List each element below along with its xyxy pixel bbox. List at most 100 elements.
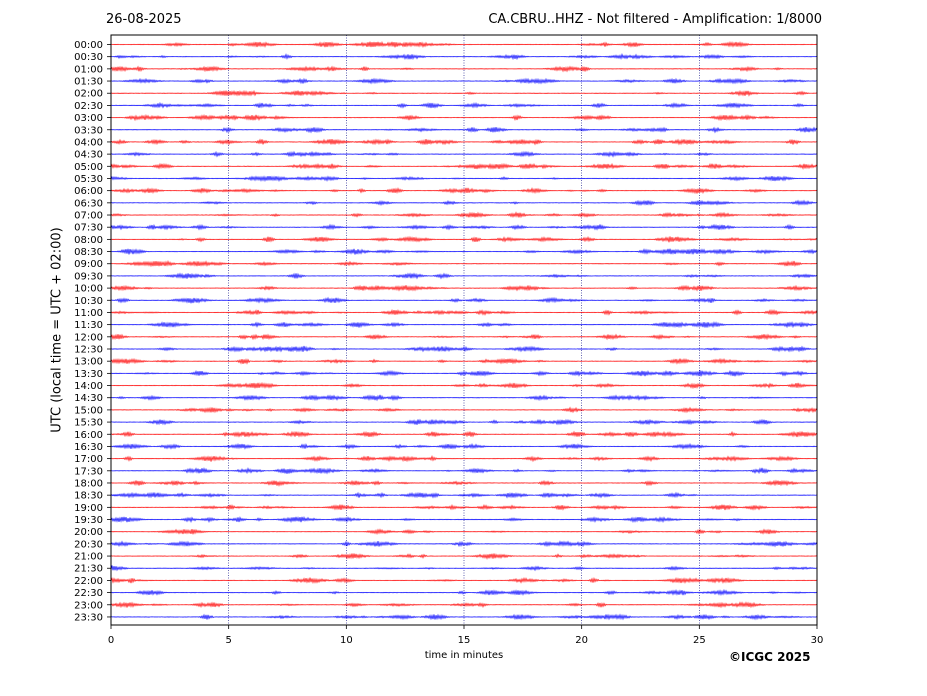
trace-row-1030: [110, 296, 818, 304]
trace-row-0530: [110, 175, 818, 183]
trace-row-0630: [110, 199, 818, 207]
row-label-1800: 18:00: [74, 478, 103, 489]
row-label-1900: 19:00: [74, 503, 103, 514]
row-label-0400: 04:00: [74, 137, 103, 148]
trace-row-0500: [110, 162, 818, 170]
trace-row-0700: [110, 211, 818, 219]
row-label-1530: 15:30: [74, 418, 103, 429]
row-label-2030: 20:30: [74, 539, 103, 550]
grid-layer: [228, 35, 700, 625]
trace-row-2300: [110, 601, 818, 609]
row-label-0000: 00:00: [74, 40, 103, 51]
trace-row-1200: [110, 333, 818, 341]
row-label-1600: 16:00: [74, 430, 103, 441]
row-label-1930: 19:30: [74, 515, 103, 526]
x-tick-label-30: 30: [811, 635, 824, 646]
row-label-1730: 17:30: [74, 466, 103, 477]
row-label-2100: 21:00: [74, 552, 103, 563]
trace-row-0330: [110, 126, 818, 134]
trace-row-1630: [110, 442, 818, 450]
trace-row-1400: [110, 381, 818, 390]
trace-row-2200: [110, 576, 818, 584]
trace-row-1000: [110, 284, 818, 292]
trace-row-2130: [110, 565, 818, 572]
row-label-0930: 09:30: [74, 271, 103, 282]
row-label-0800: 08:00: [74, 235, 103, 246]
row-label-0330: 03:30: [74, 125, 103, 136]
row-label-0700: 07:00: [74, 211, 103, 222]
trace-row-2000: [110, 528, 818, 536]
row-label-2330: 23:30: [74, 612, 103, 623]
row-label-2230: 22:30: [74, 588, 103, 599]
row-label-1200: 12:00: [74, 332, 103, 343]
row-label-1100: 11:00: [74, 308, 103, 319]
row-label-1300: 13:00: [74, 357, 103, 368]
trace-row-1130: [110, 321, 818, 329]
trace-row-0000: [110, 40, 818, 49]
row-label-0200: 02:00: [74, 89, 103, 100]
x-tick-label-10: 10: [340, 635, 353, 646]
x-axis-label: time in minutes: [424, 650, 504, 661]
row-label-0100: 01:00: [74, 64, 103, 75]
trace-row-1430: [110, 394, 818, 402]
row-label-1330: 13:30: [74, 369, 103, 380]
trace-row-0930: [110, 272, 818, 280]
x-tick-label-20: 20: [575, 635, 588, 646]
trace-row-1900: [110, 503, 818, 511]
trace-row-1930: [110, 516, 818, 524]
row-label-2300: 23:00: [74, 600, 103, 611]
trace-row-1500: [110, 406, 818, 414]
x-tick-label-25: 25: [693, 635, 706, 646]
x-tick-label-15: 15: [458, 635, 471, 646]
row-label-1230: 12:30: [74, 345, 103, 356]
trace-row-0730: [110, 223, 818, 231]
trace-row-0430: [110, 150, 818, 158]
row-label-1830: 18:30: [74, 491, 103, 502]
row-label-1500: 15:00: [74, 405, 103, 416]
chart-title: CA.CBRU..HHZ - Not filtered - Amplificat…: [488, 12, 822, 27]
trace-row-1800: [110, 479, 818, 487]
row-label-2130: 21:30: [74, 564, 103, 575]
trace-row-2230: [110, 588, 818, 596]
trace-row-0400: [110, 138, 818, 146]
row-label-0630: 06:30: [74, 198, 103, 209]
row-label-1000: 10:00: [74, 284, 103, 295]
row-label-0500: 05:00: [74, 162, 103, 173]
row-label-0030: 00:30: [74, 52, 103, 63]
date-label: 26-08-2025: [106, 12, 182, 27]
row-label-0300: 03:00: [74, 113, 103, 124]
trace-row-0830: [110, 248, 818, 255]
trace-row-0030: [110, 53, 818, 61]
trace-row-1730: [110, 467, 818, 475]
trace-row-0100: [110, 65, 818, 73]
row-label-2000: 20:00: [74, 527, 103, 538]
trace-row-0600: [110, 187, 818, 195]
row-label-0830: 08:30: [74, 247, 103, 258]
row-label-0430: 04:30: [74, 150, 103, 161]
trace-row-0300: [110, 113, 818, 122]
row-label-1630: 16:30: [74, 442, 103, 453]
x-tick-label-0: 0: [108, 635, 114, 646]
row-label-0530: 05:30: [74, 174, 103, 185]
row-label-0730: 07:30: [74, 223, 103, 234]
row-label-1400: 14:00: [74, 381, 103, 392]
row-label-1430: 14:30: [74, 393, 103, 404]
trace-row-2330: [110, 613, 818, 621]
trace-row-2100: [110, 553, 818, 560]
copyright-label: ©ICGC 2025: [729, 650, 811, 664]
trace-row-1530: [110, 418, 818, 426]
x-tick-label-5: 5: [225, 635, 231, 646]
row-label-0130: 01:30: [74, 77, 103, 88]
trace-row-1230: [110, 345, 818, 353]
trace-row-1600: [110, 430, 818, 438]
row-label-1030: 10:30: [74, 296, 103, 307]
row-label-0230: 02:30: [74, 101, 103, 112]
row-label-0900: 09:00: [74, 259, 103, 270]
trace-row-1300: [110, 357, 818, 365]
trace-row-2030: [110, 540, 818, 548]
trace-row-0230: [110, 101, 818, 109]
trace-row-1100: [110, 308, 818, 316]
trace-layer: [110, 40, 818, 621]
